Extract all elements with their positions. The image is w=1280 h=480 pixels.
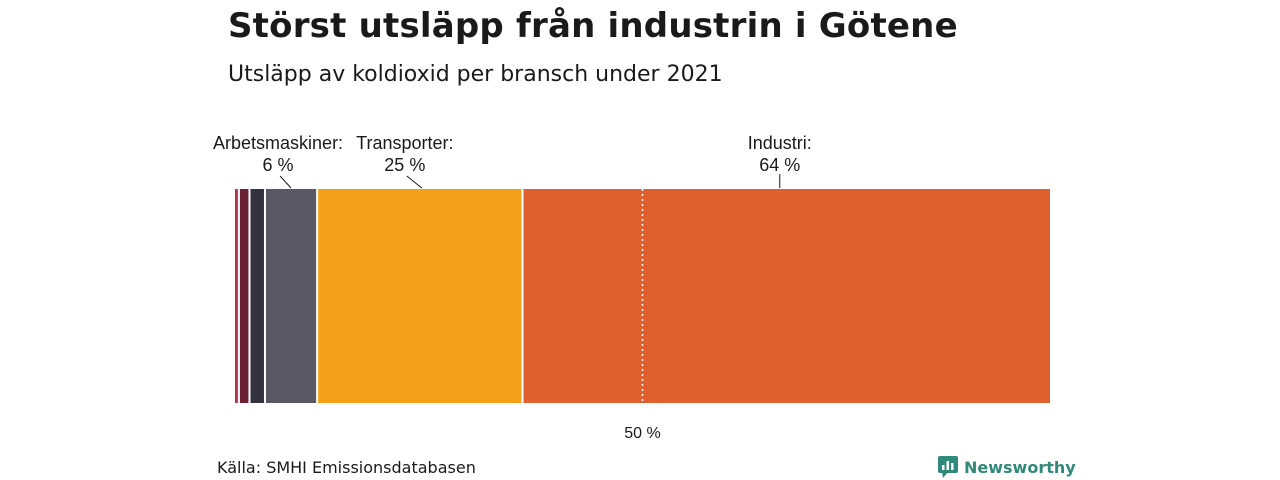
source-note: Källa: SMHI Emissionsdatabasen [217,458,476,477]
chart-title: Störst utsläpp från industrin i Götene [228,6,958,46]
segment-value-5: 64 % [759,155,800,175]
bar-segment-1 [239,189,249,403]
leader-line-3 [279,175,292,189]
bar-segment-2 [250,189,264,403]
chart-subtitle: Utsläpp av koldioxid per bransch under 2… [228,62,723,87]
segment-name-5: Industri: [748,133,812,153]
reference-line-label: 50 % [624,425,660,442]
segment-value-3: 6 % [263,155,294,175]
brand-logo: Newsworthy [938,456,1076,478]
bar-segment-0 [235,189,238,403]
segment-value-4: 25 % [384,155,425,175]
bar-segment-5 [523,189,1050,403]
segment-name-3: Arbetsmaskiner: [213,133,343,153]
bar-segment-3 [265,189,317,403]
brand-name: Newsworthy [964,457,1076,477]
leader-line-4 [406,175,423,189]
segment-name-4: Transporter: [356,133,453,153]
newsworthy-logo-icon [938,456,958,478]
bar-segment-4 [318,189,522,403]
